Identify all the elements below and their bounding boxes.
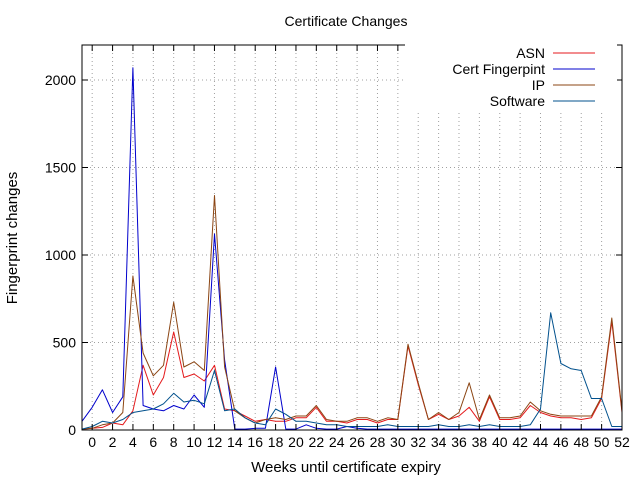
legend-label-3: Software <box>490 93 545 109</box>
x-tick-label: 30 <box>390 434 406 450</box>
x-axis-ticks: 0 2 4 6 8 10 12 14 16 18 20 22 24 26 28 30 32 34 36 38 40 42 4… <box>88 45 630 450</box>
plot-frame <box>81 44 623 431</box>
legend-label-1: Cert Fingerpint <box>452 61 545 77</box>
series-line-0 <box>81 321 623 430</box>
x-tick-label: 12 <box>207 434 223 450</box>
x-tick-label: 42 <box>512 434 528 450</box>
x-tick-label: 10 <box>186 434 202 450</box>
x-tick-label: 2 <box>109 434 117 450</box>
x-tick-label: 0 <box>88 434 96 450</box>
x-tick-label: 44 <box>533 434 549 450</box>
x-tick-label: 50 <box>594 434 610 450</box>
y-tick-label: 1500 <box>45 160 76 176</box>
x-tick-label: 38 <box>472 434 488 450</box>
x-tick-label: 26 <box>349 434 365 450</box>
series-line-1 <box>81 67 622 430</box>
x-tick-label: 28 <box>370 434 386 450</box>
legend-label-0: ASN <box>516 45 545 61</box>
data-series <box>81 67 623 430</box>
y-axis-ticks: 0 500 1000 1500 2000 <box>45 72 622 438</box>
x-tick-label: 32 <box>410 434 426 450</box>
x-tick-label: 40 <box>492 434 508 450</box>
x-tick-label: 52 <box>614 434 630 450</box>
x-tick-label: 22 <box>309 434 325 450</box>
y-tick-label: 2000 <box>45 72 76 88</box>
x-tick-label: 46 <box>553 434 569 450</box>
y-tick-label: 0 <box>68 422 76 438</box>
x-tick-label: 24 <box>329 434 345 450</box>
series-line-2 <box>81 195 623 430</box>
x-tick-label: 16 <box>247 434 263 450</box>
y-axis-label: Fingerprint changes <box>4 172 21 305</box>
x-tick-label: 34 <box>431 434 447 450</box>
x-tick-label: 6 <box>149 434 157 450</box>
x-tick-label: 18 <box>268 434 284 450</box>
x-tick-label: 20 <box>288 434 304 450</box>
x-tick-label: 8 <box>170 434 178 450</box>
y-tick-label: 500 <box>53 335 77 351</box>
x-tick-label: 48 <box>573 434 589 450</box>
chart-title: Certificate Changes <box>285 13 408 29</box>
x-tick-label: 4 <box>129 434 137 450</box>
x-tick-label: 36 <box>451 434 467 450</box>
y-tick-label: 1000 <box>45 247 76 263</box>
x-tick-label: 14 <box>227 434 243 450</box>
grid-lines <box>82 45 623 430</box>
series-line-3 <box>81 312 622 430</box>
x-axis-label: Weeks until certificate expiry <box>251 459 441 476</box>
legend-label-2: IP <box>532 77 545 93</box>
